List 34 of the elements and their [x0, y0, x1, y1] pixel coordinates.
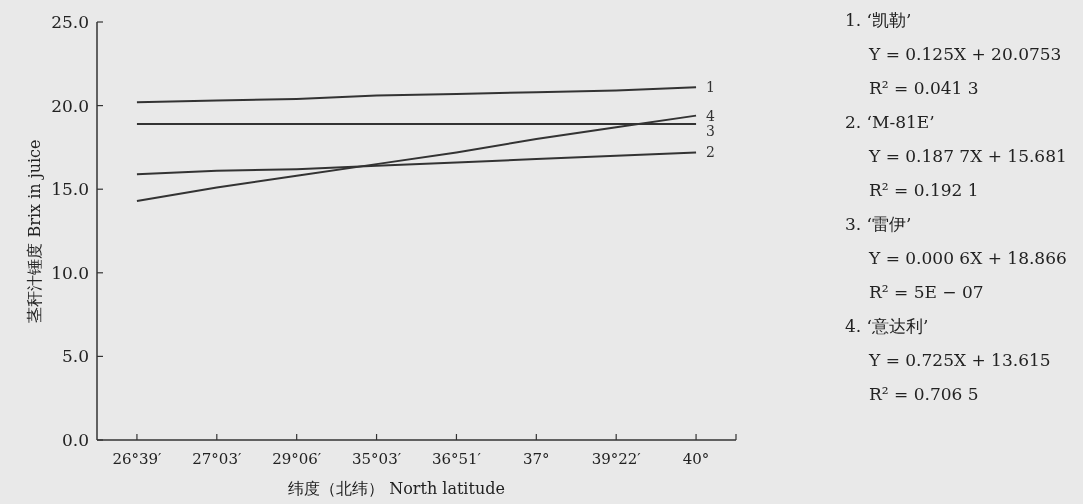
text: 4. ‘意达利’	[845, 316, 929, 336]
text: Y = 0.725X + 13.615	[868, 350, 1051, 370]
y-axis-title: 茎秆汁锤度 Brix in juice	[25, 139, 44, 323]
text: R² = 0.706 5	[869, 384, 979, 404]
x-tick-label: 39°22′	[591, 450, 642, 468]
text: 3. ‘雷伊’	[845, 214, 912, 234]
y-tick-label: 20.0	[51, 95, 89, 116]
text: Y = 0.000 6X + 18.866	[868, 248, 1067, 268]
x-tick-label: 27°03′	[192, 450, 242, 468]
x-tick-label: 35°03′	[352, 450, 402, 468]
line-series	[135, 86, 698, 104]
text: R² = 5E − 07	[869, 282, 984, 302]
y-tick-label: 10.0	[51, 262, 89, 283]
y-tick-label: 15.0	[51, 179, 89, 200]
x-tick-label: 40°	[682, 450, 710, 468]
line-series	[135, 114, 698, 202]
y-tick-label: 0.0	[61, 430, 89, 450]
text: 1. ‘凯勒’	[845, 10, 912, 30]
x-tick-label: 26°39′	[112, 450, 163, 468]
x-tick-label: 37°	[523, 450, 550, 468]
text: Y = 0.187 7X + 15.681	[868, 146, 1067, 166]
series-label: 1	[706, 79, 715, 96]
x-tick-label: 36°51′	[431, 450, 482, 468]
series-label: 3	[706, 122, 715, 139]
x-axis-title: 纬度（北纬） North latitude	[288, 479, 505, 498]
x-tick-label: 29°06′	[272, 450, 322, 468]
text: R² = 0.041 3	[869, 78, 979, 98]
series-label: 2	[706, 144, 715, 161]
y-tick-label: 5.0	[61, 346, 89, 367]
y-tick-label: 25.0	[51, 12, 89, 32]
text: 2. ‘M-81E’	[845, 112, 935, 132]
text: R² = 0.192 1	[869, 180, 979, 200]
series-label: 4	[706, 107, 716, 124]
text: Y = 0.125X + 20.0753	[868, 44, 1062, 64]
